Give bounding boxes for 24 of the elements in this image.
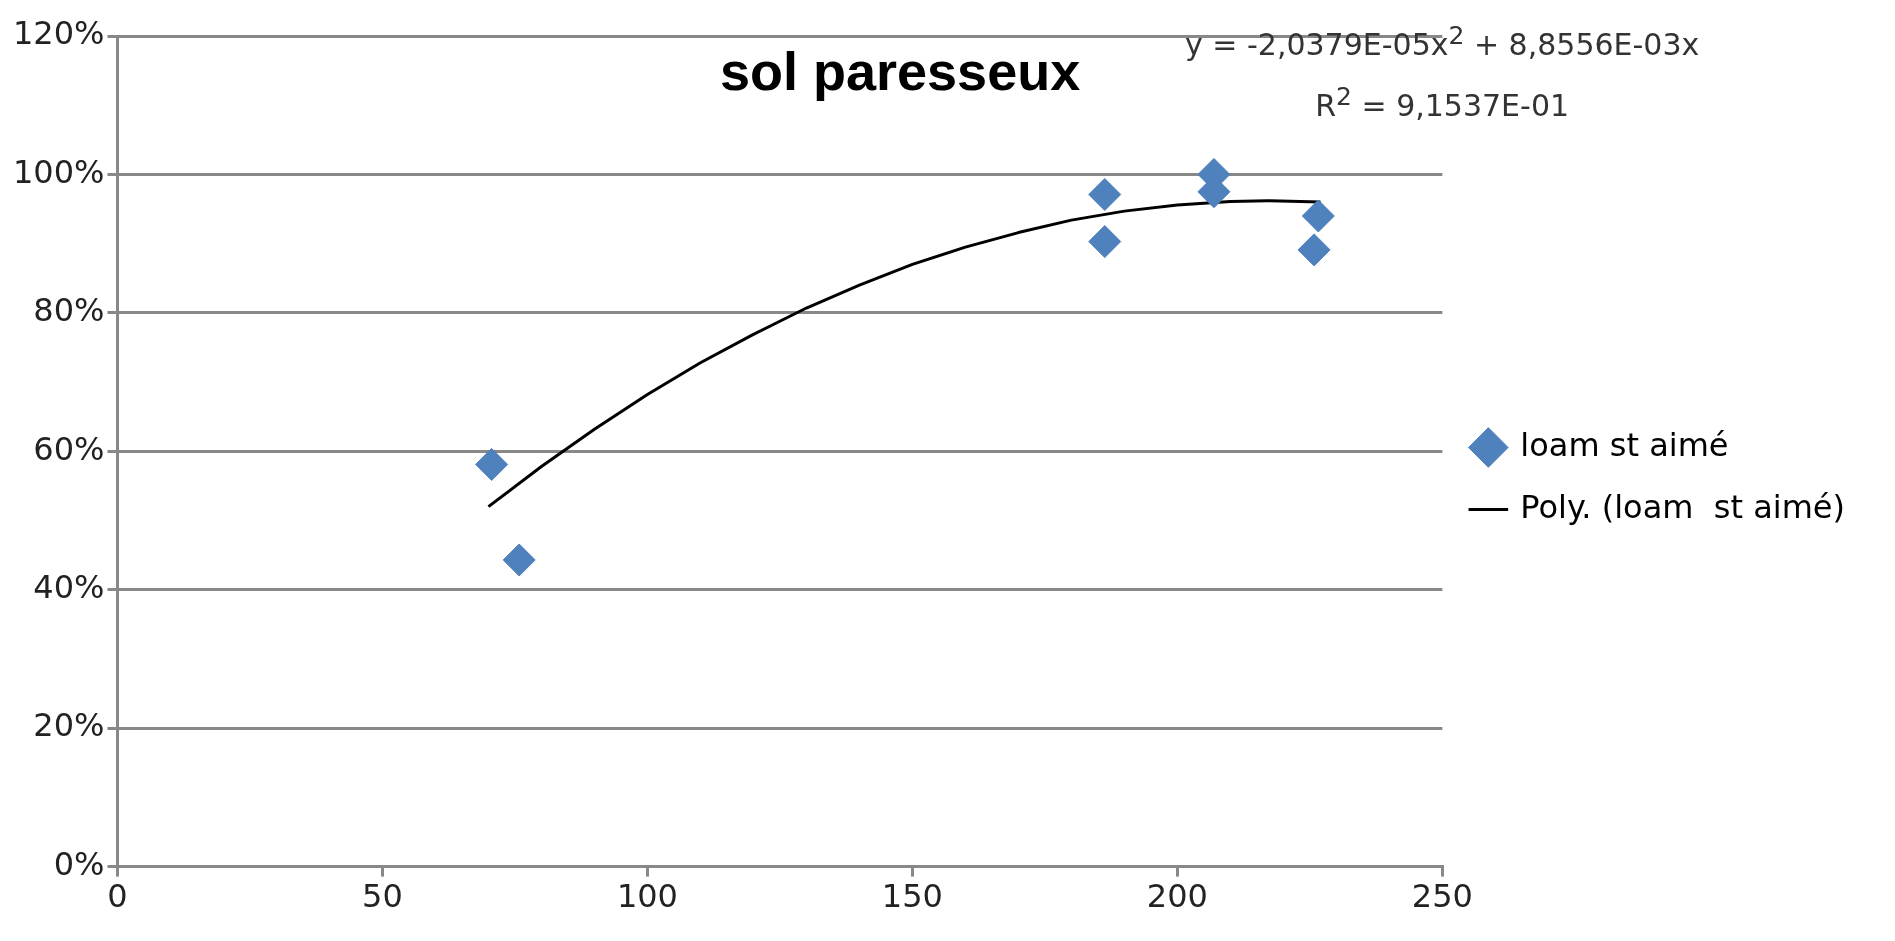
annotation: R$^{2}$ = 9,1537E-01 [1314,81,1571,125]
point [475,447,509,481]
point [1301,199,1335,233]
y-tick-label: 0% [53,844,105,883]
point [1088,225,1122,259]
chart-title: sol paresseux [720,40,1081,102]
point [1088,178,1122,212]
y-tick-label: 120% [13,14,105,53]
annotation: y = -2,0379E-05x$^{2}$ + 8,8556E-03x [1185,20,1700,64]
y-tick-label: 60% [33,429,105,468]
legend-label: loam st aimé [1520,425,1729,464]
x-tick-label: 150 [881,877,943,916]
y-tick-label: 80% [33,291,105,330]
y-tick-label: 40% [33,568,105,607]
x-tick-label: 0 [107,877,128,916]
point [1297,233,1331,267]
x-tick-label: 50 [362,877,403,916]
y-tick-label: 100% [13,152,105,191]
x-tick-label: 100 [616,877,678,916]
legend-label: Poly. (loam st aimé) [1520,487,1845,526]
x-tick-label: 250 [1411,877,1473,916]
x-tick-label: 200 [1146,877,1208,916]
point [502,543,536,577]
y-tick-label: 20% [33,706,105,745]
